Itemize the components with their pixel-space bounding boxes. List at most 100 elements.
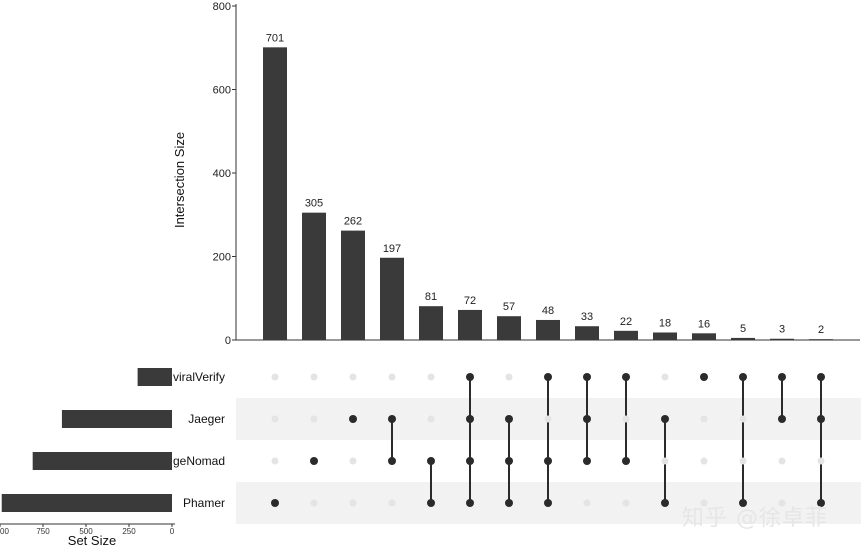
- bar-value-label: 5: [740, 323, 746, 335]
- intersection-bar: [419, 306, 443, 340]
- matrix-dot-filled: [349, 415, 357, 423]
- intersection-bar: [263, 47, 287, 341]
- matrix-dot-empty: [349, 373, 357, 381]
- set-size-bar: [32, 452, 173, 470]
- matrix-dot-empty: [310, 415, 318, 423]
- matrix-dot-empty: [271, 373, 279, 381]
- intersection-bar: [653, 332, 677, 340]
- matrix-dot-empty: [583, 499, 591, 507]
- set-label: Jaeger: [188, 412, 225, 426]
- set-size-bar: [137, 368, 172, 386]
- intersection-bar: [770, 338, 794, 340]
- intersection-axis: 0 200 400 600 800: [213, 1, 860, 347]
- y-tick-label: 400: [213, 168, 231, 180]
- matrix-dot-empty: [388, 499, 396, 507]
- set-size-tick-label: 500: [79, 527, 93, 536]
- bar-value-label: 18: [659, 317, 671, 329]
- set-label: geNomad: [173, 454, 225, 468]
- matrix-dot-filled: [817, 499, 825, 507]
- matrix-dot-filled: [505, 415, 513, 423]
- matrix-dot-empty: [739, 457, 747, 465]
- bar-value-label: 72: [464, 295, 476, 307]
- set-label: viralVerify: [173, 370, 225, 384]
- matrix-dot-filled: [817, 373, 825, 381]
- matrix-dot-empty: [700, 499, 708, 507]
- matrix-dot-filled: [817, 415, 825, 423]
- intersection-bar: [731, 337, 755, 340]
- y-axis-label: Intersection Size: [172, 132, 187, 228]
- matrix-dot-filled: [544, 457, 552, 465]
- matrix-dot-filled: [388, 415, 396, 423]
- matrix-dot-filled: [583, 373, 591, 381]
- matrix-dot-empty: [349, 499, 357, 507]
- set-size-bar: [1, 494, 172, 512]
- bar-value-label: 197: [383, 243, 401, 255]
- y-tick-label: 600: [213, 85, 231, 97]
- intersection-bar: [614, 330, 638, 340]
- matrix-dot-filled: [700, 373, 708, 381]
- bar-value-label: 22: [620, 316, 632, 328]
- matrix-dot-empty: [700, 457, 708, 465]
- matrix-dot-filled: [505, 499, 513, 507]
- matrix-dot-empty: [505, 373, 513, 381]
- set-size-tick-label: 0: [170, 527, 175, 536]
- bar-value-label: 305: [305, 198, 323, 210]
- y-tick-label: 800: [213, 1, 231, 13]
- matrix-dot-empty: [817, 457, 825, 465]
- matrix-dot-filled: [778, 415, 786, 423]
- intersection-bar: [575, 326, 599, 340]
- matrix-dot-filled: [661, 499, 669, 507]
- matrix-dot-empty: [427, 415, 435, 423]
- matrix-dot-filled: [466, 415, 474, 423]
- matrix-dot-empty: [661, 457, 669, 465]
- set-size-tick-label: 250: [122, 527, 136, 536]
- bar-value-label: 33: [581, 311, 593, 323]
- bar-value-label: 2: [818, 324, 824, 336]
- set-size-label: Set Size: [68, 533, 116, 548]
- matrix-dot-empty: [661, 373, 669, 381]
- matrix-dot-empty: [778, 499, 786, 507]
- matrix-dot-filled: [778, 373, 786, 381]
- watermark: 知乎 @徐卓菲: [682, 506, 828, 531]
- set-label: Phamer: [183, 496, 225, 510]
- matrix-dot-filled: [466, 457, 474, 465]
- matrix-dot-filled: [739, 499, 747, 507]
- matrix-dot-filled: [271, 499, 279, 507]
- bar-value-label: 262: [344, 216, 362, 228]
- matrix-dot-filled: [661, 415, 669, 423]
- matrix-dot-empty: [778, 457, 786, 465]
- matrix-dot-filled: [583, 457, 591, 465]
- bar-value-label: 57: [503, 301, 515, 313]
- set-size-tick-label: 750: [36, 527, 50, 536]
- matrix-dot-empty: [310, 373, 318, 381]
- matrix-dot-empty: [427, 373, 435, 381]
- intersection-bar: [536, 319, 560, 340]
- y-tick-label: 200: [213, 252, 231, 264]
- intersection-bar: [380, 257, 404, 340]
- bar-value-label: 48: [542, 305, 554, 317]
- matrix-dot-filled: [466, 499, 474, 507]
- set-labels: viralVerify Jaeger geNomad Phamer: [173, 370, 225, 510]
- matrix-dot-filled: [388, 457, 396, 465]
- intersection-bar: [458, 309, 482, 340]
- intersection-bar: [692, 333, 716, 340]
- bar-value-label: 16: [698, 318, 710, 330]
- set-size-bar: [61, 410, 172, 428]
- matrix-dot-empty: [388, 373, 396, 381]
- bar-value-label: 81: [425, 291, 437, 303]
- set-size-bars: [1, 368, 173, 512]
- intersection-bar: [497, 316, 521, 340]
- set-size-tick-label: 1000: [0, 527, 9, 536]
- matrix-dot-filled: [544, 499, 552, 507]
- intersection-bar: [302, 212, 326, 340]
- matrix-dot-filled: [427, 499, 435, 507]
- intersection-bar: [341, 230, 365, 340]
- matrix-dot-empty: [622, 499, 630, 507]
- matrix-dot-empty: [349, 457, 357, 465]
- bar-value-label: 701: [266, 32, 284, 44]
- intersection-bars: 701 305 262 197 81 72 57 48 33 22 18 16 5 3 2: [263, 32, 833, 341]
- matrix-dot-filled: [622, 373, 630, 381]
- matrix-dot-empty: [310, 499, 318, 507]
- y-tick-label: 0: [225, 335, 231, 347]
- matrix-dot-filled: [739, 373, 747, 381]
